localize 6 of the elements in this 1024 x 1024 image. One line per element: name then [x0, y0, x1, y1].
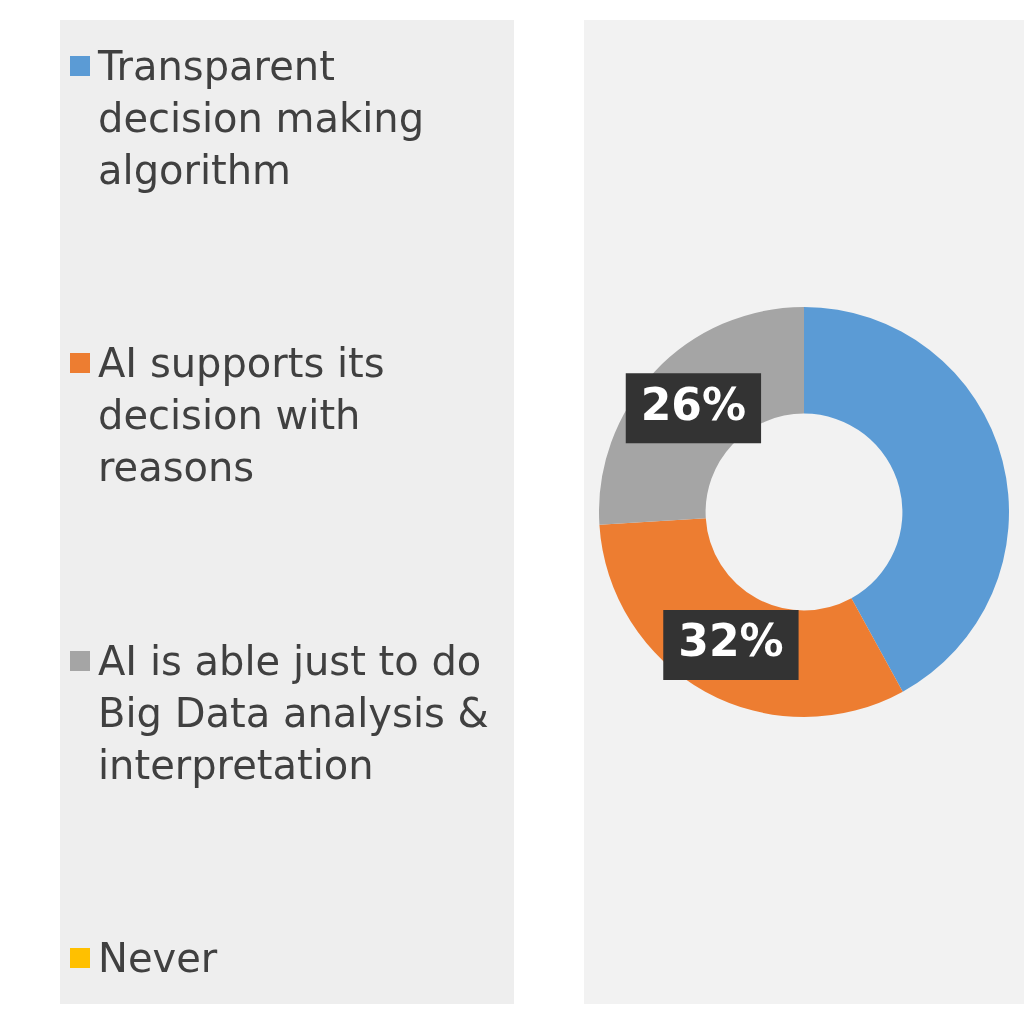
data-label: 26% — [640, 378, 747, 430]
data-label: 32% — [678, 615, 784, 667]
legend-label: Never — [98, 934, 218, 983]
legend-label: Transparent decision making algorithm — [98, 42, 426, 195]
legend-label: AI supports its decision with reasons — [98, 339, 386, 493]
legend-label: AI is able just to do Big Data analysis & interpretation — [98, 636, 490, 790]
